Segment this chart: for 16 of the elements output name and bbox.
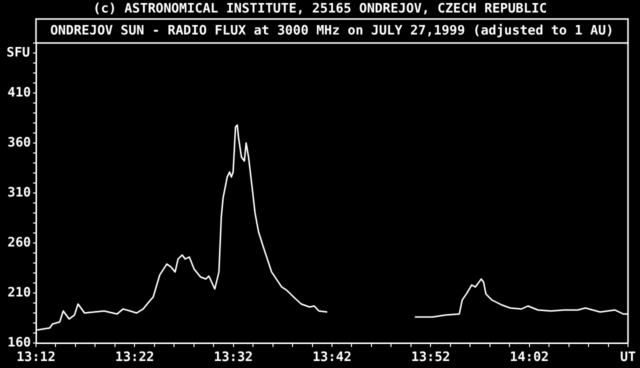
- y-tick-label: 160: [8, 335, 32, 350]
- x-tick-label: 13:22: [115, 350, 154, 366]
- y-tick-label: 410: [8, 85, 32, 100]
- x-tick-label: 14:02: [510, 350, 549, 366]
- x-tick-label: 13:52: [411, 350, 450, 366]
- y-tick-label: 260: [8, 235, 32, 250]
- y-axis-title: SFU: [6, 45, 30, 60]
- x-tick-label: 13:42: [312, 350, 352, 366]
- y-tick-label: 310: [8, 185, 32, 200]
- chart-subtitle: ONDREJOV SUN - RADIO FLUX at 3000 MHz on JULY 27,1999 (adjusted to 1 AU): [50, 23, 614, 38]
- x-tick-label: UT: [620, 350, 636, 366]
- x-tick-label: 13:12: [16, 350, 56, 366]
- chart-title: (c) ASTRONOMICAL INSTITUTE, 25165 ONDREJOV, CZECH REPUBLIC: [93, 1, 547, 16]
- y-tick-label: 210: [8, 285, 32, 300]
- x-tick-label: 13:32: [214, 350, 253, 366]
- y-tick-label: 360: [8, 135, 32, 150]
